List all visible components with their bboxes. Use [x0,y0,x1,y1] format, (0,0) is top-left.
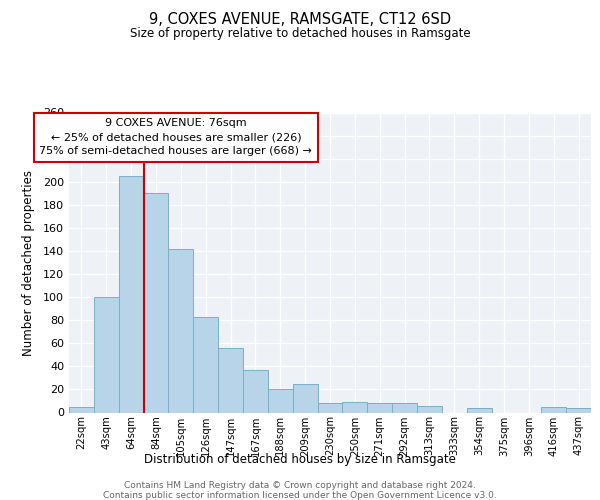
Text: Contains public sector information licensed under the Open Government Licence v3: Contains public sector information licen… [103,491,497,500]
Bar [169,248,193,412]
Bar [143,194,169,412]
Bar [467,408,491,412]
Text: 9 COXES AVENUE: 76sqm
← 25% of detached houses are smaller (226)
75% of semi-det: 9 COXES AVENUE: 76sqm ← 25% of detached … [40,118,313,156]
Text: Contains HM Land Registry data © Crown copyright and database right 2024.: Contains HM Land Registry data © Crown c… [124,481,476,490]
Bar [566,408,591,412]
Bar [417,406,442,412]
Bar [268,390,293,412]
Bar [193,316,218,412]
Bar [243,370,268,412]
Text: Distribution of detached houses by size in Ramsgate: Distribution of detached houses by size … [144,452,456,466]
Bar [119,176,143,412]
Bar [541,406,566,412]
Bar [392,404,417,412]
Bar [69,406,94,412]
Y-axis label: Number of detached properties: Number of detached properties [22,170,35,356]
Bar [293,384,317,412]
Bar [343,402,367,412]
Text: Size of property relative to detached houses in Ramsgate: Size of property relative to detached ho… [130,28,470,40]
Bar [218,348,243,412]
Text: 9, COXES AVENUE, RAMSGATE, CT12 6SD: 9, COXES AVENUE, RAMSGATE, CT12 6SD [149,12,451,28]
Bar [317,404,343,412]
Bar [367,404,392,412]
Bar [94,297,119,412]
